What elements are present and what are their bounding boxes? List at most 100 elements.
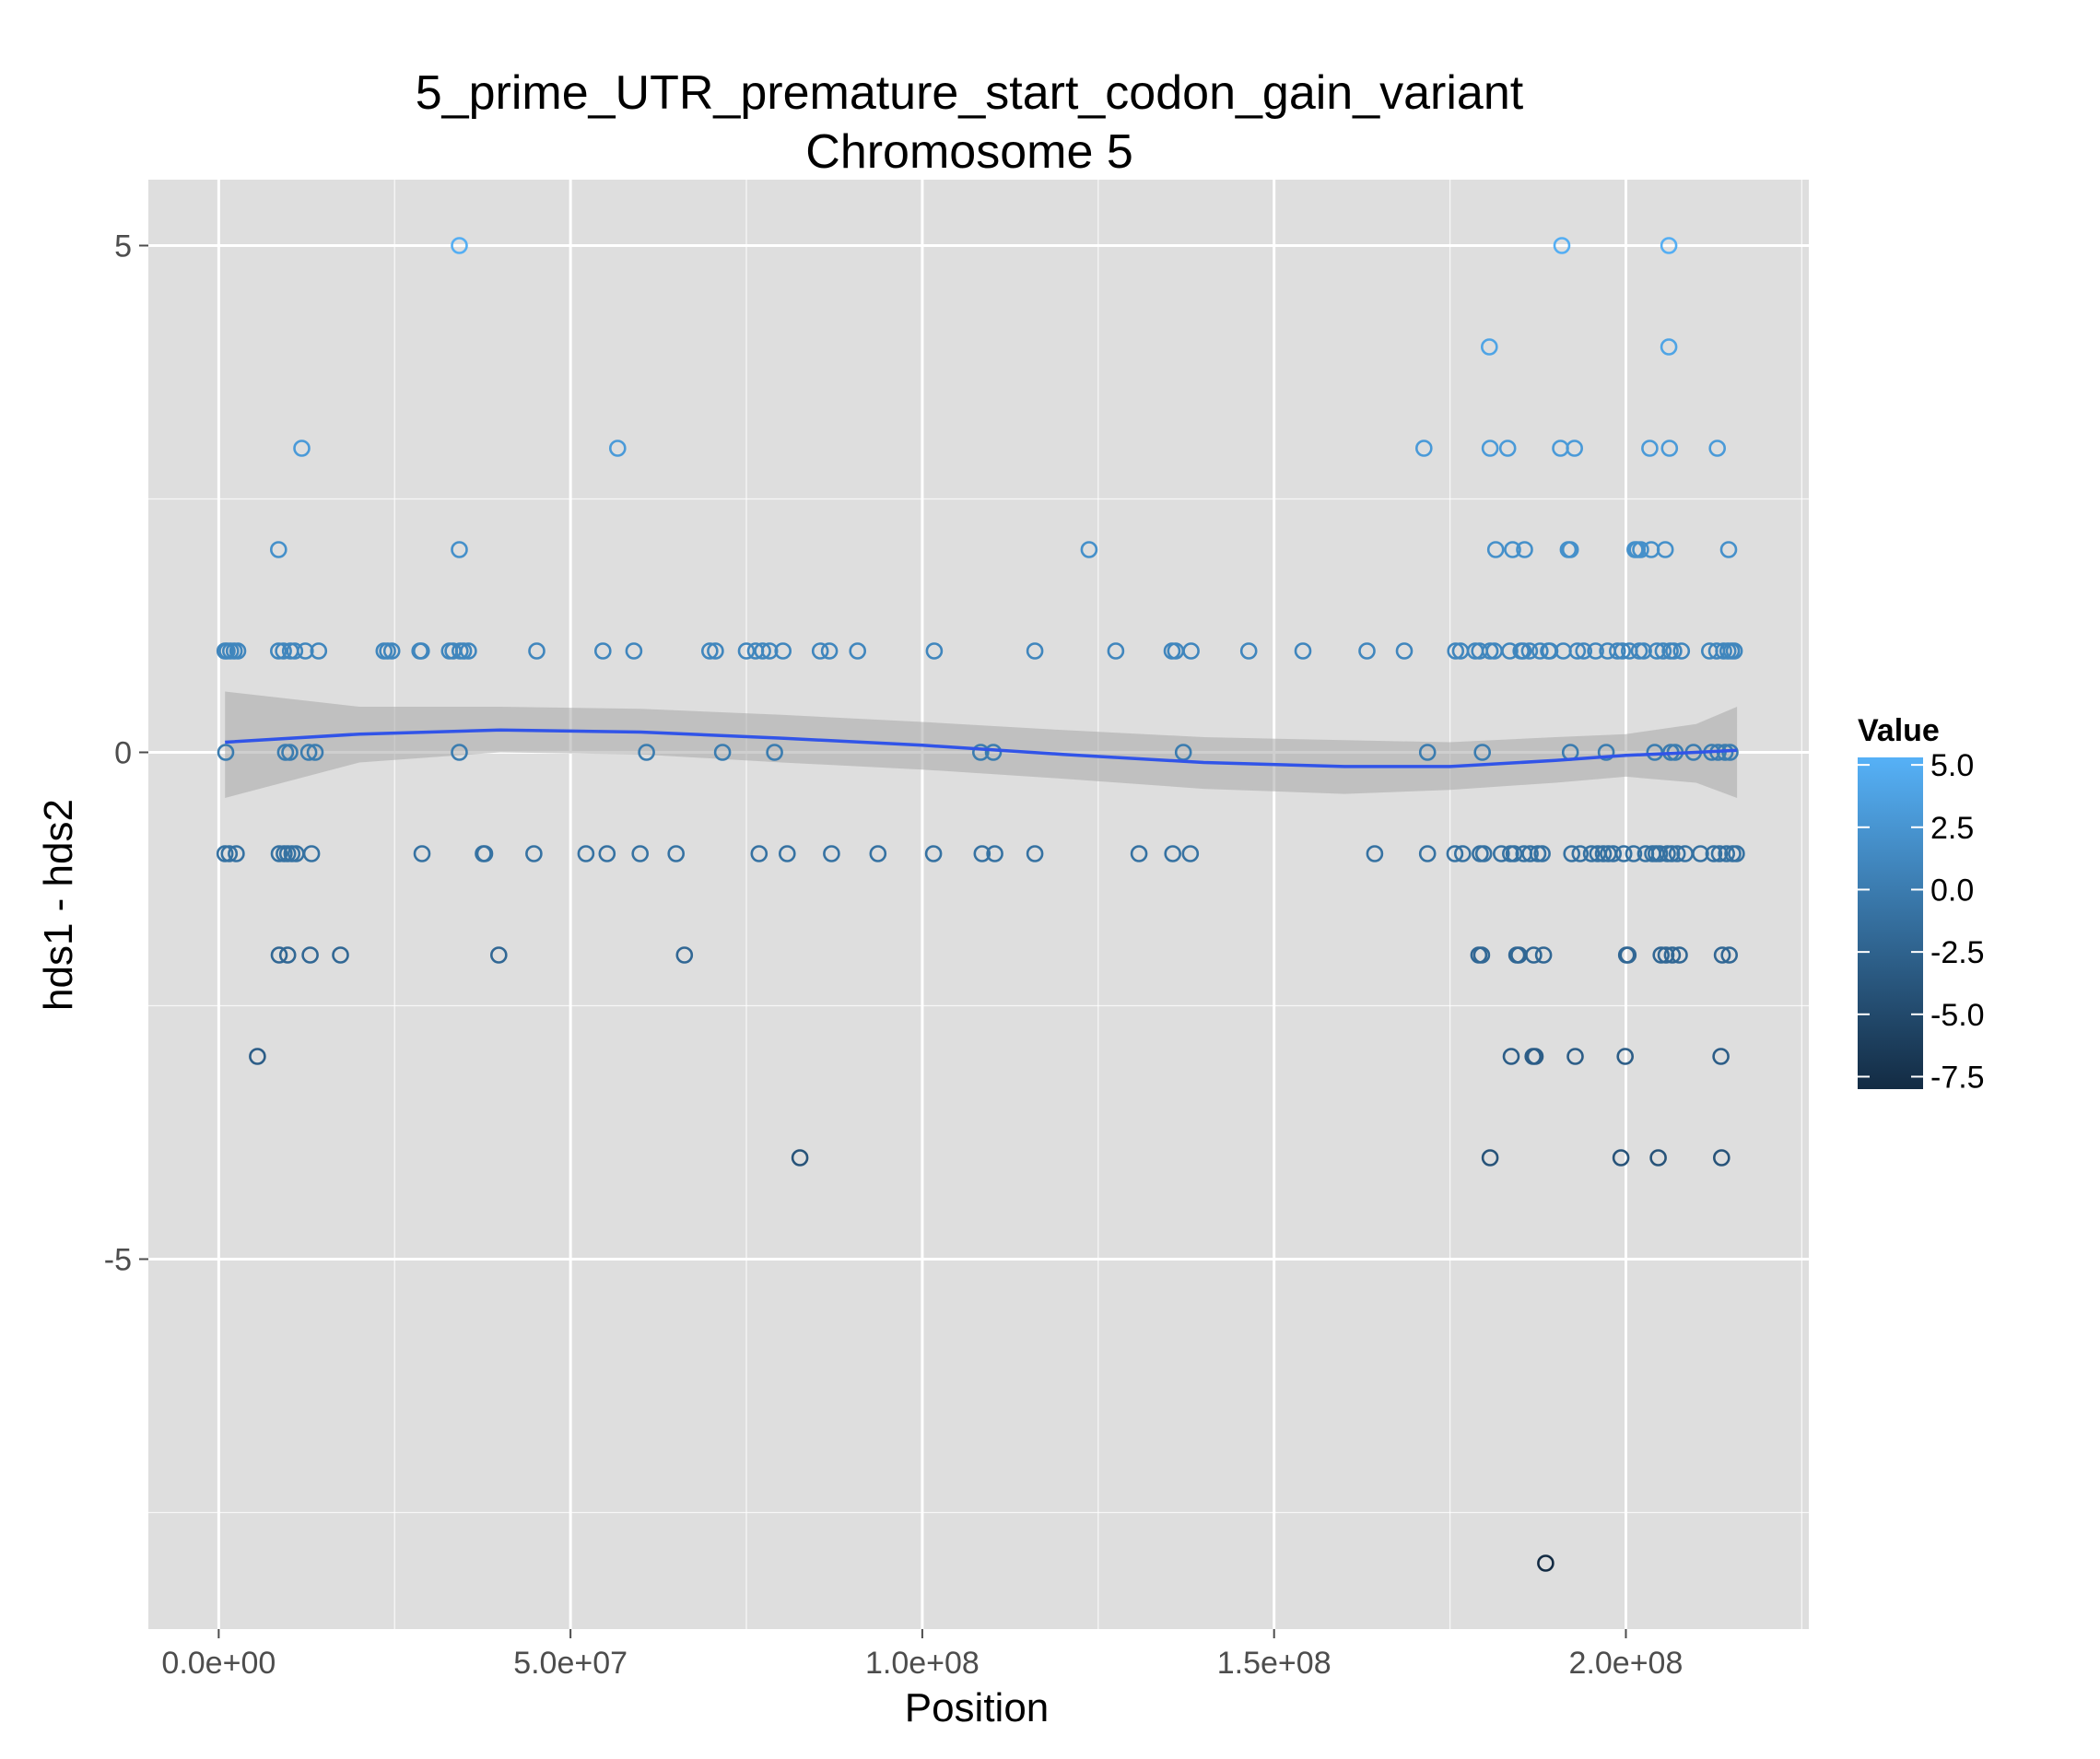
data-point bbox=[1713, 946, 1731, 964]
data-point bbox=[760, 642, 779, 660]
data-point bbox=[973, 845, 991, 862]
data-point bbox=[1613, 642, 1631, 660]
data-point bbox=[707, 642, 724, 660]
data-point bbox=[1481, 1149, 1499, 1167]
data-point bbox=[1493, 845, 1510, 862]
data-point bbox=[451, 237, 468, 254]
data-point bbox=[1656, 541, 1674, 558]
data-point bbox=[1498, 440, 1517, 457]
data-point bbox=[778, 845, 796, 862]
data-point bbox=[275, 642, 292, 660]
data-point bbox=[270, 946, 288, 964]
data-point bbox=[1395, 642, 1414, 660]
data-point bbox=[1632, 541, 1649, 558]
plot-panel bbox=[148, 180, 1809, 1629]
data-point bbox=[528, 642, 546, 660]
data-point bbox=[286, 642, 304, 660]
data-point bbox=[625, 642, 643, 660]
data-point bbox=[1447, 642, 1464, 660]
data-point bbox=[1531, 642, 1549, 660]
data-point bbox=[270, 845, 288, 862]
data-point bbox=[1164, 845, 1181, 862]
data-point bbox=[1692, 845, 1709, 862]
data-point bbox=[849, 642, 867, 660]
data-point bbox=[220, 845, 239, 862]
x-tick-label: 1.5e+08 bbox=[1217, 1646, 1332, 1681]
data-point bbox=[1616, 1048, 1634, 1065]
data-point bbox=[296, 642, 314, 660]
x-tick-label: 0.0e+00 bbox=[161, 1646, 276, 1681]
data-point bbox=[608, 440, 627, 457]
data-point bbox=[1710, 845, 1729, 862]
color-legend: Value 5.0 2.5 0.0 -2.5 -5.0 -7.5 bbox=[1858, 713, 1985, 1095]
data-point bbox=[1587, 642, 1604, 660]
data-point bbox=[766, 744, 783, 761]
data-point bbox=[1526, 1048, 1544, 1065]
data-point bbox=[1415, 440, 1433, 457]
data-point bbox=[1026, 642, 1044, 660]
data-point bbox=[1566, 1048, 1584, 1065]
data-point bbox=[1648, 642, 1666, 660]
data-point bbox=[1026, 845, 1044, 862]
data-point bbox=[1650, 845, 1669, 862]
data-point bbox=[972, 744, 990, 761]
data-point bbox=[1604, 845, 1622, 862]
data-point bbox=[986, 845, 1003, 862]
data-point bbox=[1474, 845, 1493, 862]
data-point bbox=[820, 642, 839, 660]
x-tick-label: 2.0e+08 bbox=[1569, 1646, 1684, 1681]
data-point bbox=[382, 642, 401, 660]
data-point bbox=[1665, 642, 1683, 660]
data-point bbox=[281, 744, 299, 761]
data-point bbox=[217, 744, 235, 761]
data-points bbox=[216, 237, 1745, 1572]
data-point bbox=[1619, 946, 1637, 964]
x-tick-label: 1.0e+08 bbox=[865, 1646, 980, 1681]
data-point bbox=[1130, 845, 1148, 862]
data-point bbox=[310, 642, 328, 660]
data-point bbox=[269, 642, 287, 660]
data-point bbox=[460, 642, 477, 660]
data-point bbox=[1713, 1149, 1730, 1167]
data-point bbox=[1239, 642, 1258, 660]
data-point bbox=[750, 845, 768, 862]
minor-gridlines bbox=[148, 180, 1809, 1629]
data-point bbox=[1502, 1048, 1520, 1065]
data-point bbox=[1541, 642, 1559, 660]
chart-title: 5_prime_UTR_premature_start_codon_gain_v… bbox=[416, 66, 1524, 120]
data-point bbox=[1294, 642, 1312, 660]
data-point bbox=[1533, 845, 1551, 862]
data-point bbox=[1705, 845, 1723, 862]
x-axis-title: Position bbox=[905, 1685, 1050, 1730]
data-point bbox=[1635, 642, 1652, 660]
data-point bbox=[1663, 946, 1682, 964]
legend-tick-label: 5.0 bbox=[1930, 748, 1974, 783]
data-point bbox=[451, 541, 468, 558]
data-point bbox=[823, 845, 840, 862]
data-point bbox=[791, 1149, 809, 1167]
legend-tick-label: -5.0 bbox=[1930, 998, 1985, 1033]
data-point bbox=[1525, 946, 1543, 964]
data-point bbox=[1366, 845, 1384, 862]
data-point bbox=[1614, 845, 1633, 862]
data-point bbox=[1718, 845, 1735, 862]
data-point bbox=[774, 642, 792, 660]
y-axis-title: hds1 - hds2 bbox=[36, 799, 81, 1011]
data-point bbox=[1553, 237, 1571, 254]
data-point bbox=[1654, 642, 1672, 660]
data-point bbox=[1534, 946, 1553, 964]
data-point bbox=[1668, 845, 1686, 862]
y-tick-label: 0 bbox=[114, 736, 132, 771]
smooth-line-layer bbox=[225, 728, 1738, 768]
data-point bbox=[1358, 642, 1376, 660]
data-point bbox=[1649, 1149, 1667, 1167]
data-point bbox=[1575, 642, 1592, 660]
y-axis: 5 0 -5 bbox=[104, 229, 148, 1278]
data-point bbox=[1504, 541, 1521, 558]
data-point bbox=[577, 845, 595, 862]
data-point bbox=[454, 642, 473, 660]
data-point bbox=[451, 744, 468, 761]
data-point bbox=[1597, 744, 1615, 761]
data-point bbox=[869, 845, 887, 862]
data-point bbox=[302, 845, 321, 862]
